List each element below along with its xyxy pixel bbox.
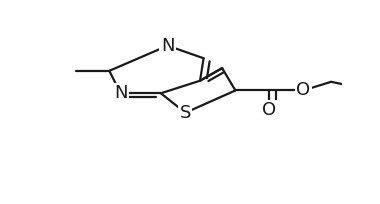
Text: O: O	[262, 101, 276, 119]
Text: N: N	[114, 84, 127, 102]
Text: O: O	[296, 81, 310, 100]
Text: N: N	[161, 37, 174, 55]
Text: S: S	[180, 104, 191, 122]
